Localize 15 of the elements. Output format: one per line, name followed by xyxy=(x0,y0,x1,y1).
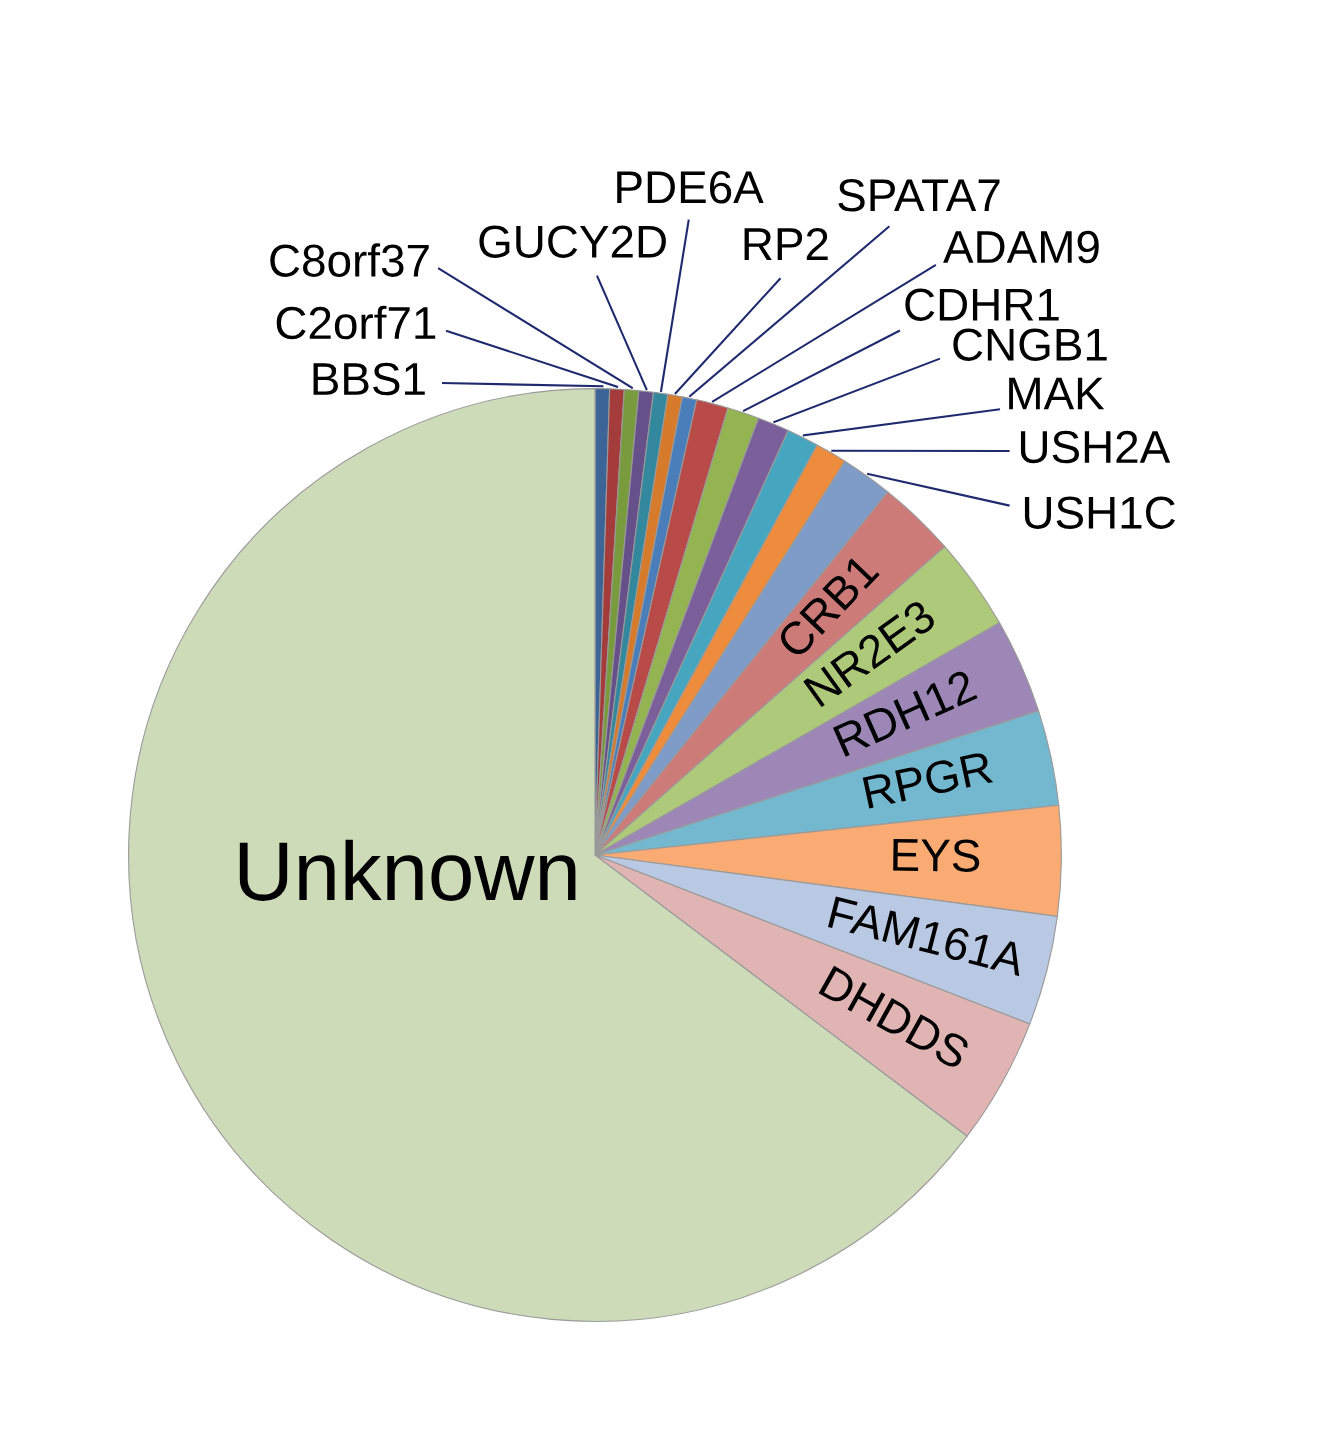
slice-label: Unknown xyxy=(239,839,576,901)
slice-label: C8orf37 xyxy=(270,243,429,277)
slice-label: BBS1 xyxy=(313,362,425,396)
slice-label: USH1C xyxy=(1024,496,1176,529)
slice-label: EYS xyxy=(893,838,980,873)
slice-label: CDHR1 xyxy=(905,288,1059,321)
slice-label: C2orf71 xyxy=(276,305,436,340)
slice-label: MAK xyxy=(1009,377,1105,410)
slice-label: ADAM9 xyxy=(943,230,1099,264)
slice-label: USH2A xyxy=(1020,430,1171,464)
slice-label: RP2 xyxy=(744,227,828,260)
slice-label: GUCY2D xyxy=(479,225,666,258)
slice-label: CNGB1 xyxy=(953,328,1107,361)
slice-label: SPATA7 xyxy=(838,179,1000,212)
slice-label: PDE6A xyxy=(617,171,764,204)
